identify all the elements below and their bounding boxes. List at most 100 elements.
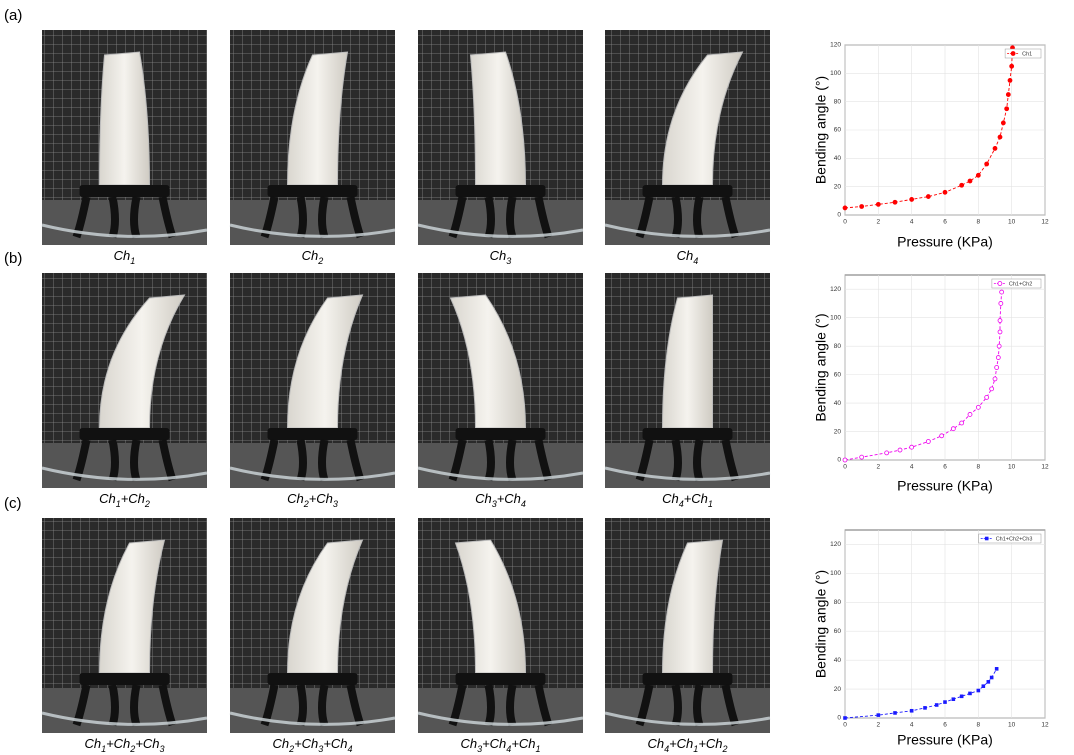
table-surface xyxy=(605,688,770,733)
caption-part: +Ch xyxy=(106,736,130,751)
data-marker xyxy=(1005,107,1009,111)
data-marker xyxy=(998,330,1002,334)
y-tick-label: 40 xyxy=(834,400,842,407)
data-marker xyxy=(995,366,999,370)
legend-marker xyxy=(1011,52,1015,56)
caption-part: 3 xyxy=(333,499,338,509)
data-marker xyxy=(843,206,847,210)
data-marker xyxy=(940,434,944,438)
data-marker xyxy=(843,458,847,462)
base xyxy=(80,185,170,197)
data-marker xyxy=(952,697,956,701)
base xyxy=(80,428,170,440)
y-tick-label: 120 xyxy=(830,541,841,548)
caption-part: +Ch xyxy=(698,736,722,751)
caption-part: Ch xyxy=(302,248,319,263)
data-marker xyxy=(1000,290,1004,294)
caption-part: Ch xyxy=(647,736,664,751)
data-marker xyxy=(943,700,947,704)
data-marker xyxy=(998,135,1002,139)
base xyxy=(456,673,546,685)
table-surface xyxy=(605,443,770,488)
photo xyxy=(230,273,395,488)
y-tick-label: 80 xyxy=(834,599,842,606)
photo-caption: Ch2+Ch3 xyxy=(287,491,338,509)
data-marker xyxy=(985,162,989,166)
y-tick-label: 120 xyxy=(830,286,841,293)
data-marker xyxy=(993,377,997,381)
base xyxy=(643,428,733,440)
caption-part: 4 xyxy=(693,256,698,266)
y-tick-label: 60 xyxy=(834,628,842,635)
data-marker xyxy=(951,427,955,431)
panel-label: (b) xyxy=(4,250,22,267)
base xyxy=(268,428,358,440)
x-tick-label: 6 xyxy=(943,464,947,471)
x-tick-label: 10 xyxy=(1008,722,1016,729)
data-marker xyxy=(993,146,997,150)
x-tick-label: 2 xyxy=(877,219,881,226)
caption-part: 3 xyxy=(506,256,511,266)
data-marker xyxy=(910,197,914,201)
y-tick-label: 40 xyxy=(834,657,842,664)
data-marker xyxy=(996,356,1000,360)
data-marker xyxy=(860,205,864,209)
y-tick-label: 60 xyxy=(834,127,842,134)
caption-part: 1 xyxy=(130,256,135,266)
x-tick-label: 0 xyxy=(843,464,847,471)
x-tick-label: 0 xyxy=(843,219,847,226)
data-marker xyxy=(843,716,847,720)
table-surface xyxy=(42,200,207,245)
data-marker xyxy=(968,692,972,696)
photo-caption: Ch2 xyxy=(302,248,324,266)
data-marker xyxy=(910,445,914,449)
legend-label: Ch1+Ch2+Ch3 xyxy=(996,536,1033,542)
caption-part: +Ch xyxy=(511,736,535,751)
x-tick-label: 12 xyxy=(1041,464,1049,471)
caption-part: +Ch xyxy=(323,736,347,751)
caption-part: Ch xyxy=(84,736,101,751)
data-marker xyxy=(990,387,994,391)
legend-marker xyxy=(998,282,1002,286)
data-marker xyxy=(976,405,980,409)
data-marker xyxy=(926,195,930,199)
x-tick-label: 8 xyxy=(977,464,981,471)
data-marker xyxy=(926,440,930,444)
caption-part: 2 xyxy=(722,744,728,754)
caption-part: Ch xyxy=(99,491,116,506)
y-axis-label: Bending angle (°) xyxy=(813,313,829,421)
caption-part: 2 xyxy=(317,256,323,266)
table-surface xyxy=(230,443,395,488)
photo-caption: Ch4+Ch1 xyxy=(662,491,713,509)
table-surface xyxy=(418,443,583,488)
x-tick-label: 12 xyxy=(1041,722,1049,729)
data-marker xyxy=(898,448,902,452)
x-tick-label: 4 xyxy=(910,722,914,729)
table-surface xyxy=(230,200,395,245)
panel-label: (a) xyxy=(4,7,22,24)
data-marker xyxy=(935,703,939,707)
x-tick-label: 12 xyxy=(1041,219,1049,226)
caption-part: 2 xyxy=(144,499,150,509)
table-surface xyxy=(42,688,207,733)
x-tick-label: 4 xyxy=(910,219,914,226)
data-marker xyxy=(876,202,880,206)
photo xyxy=(418,518,583,733)
caption-part: Ch xyxy=(114,248,131,263)
caption-part: Ch xyxy=(662,491,679,506)
data-marker xyxy=(977,689,981,693)
base xyxy=(80,673,170,685)
photo xyxy=(605,518,770,733)
data-marker xyxy=(943,190,947,194)
x-tick-label: 10 xyxy=(1008,219,1016,226)
legend-label: Ch1+Ch2 xyxy=(1009,281,1032,287)
y-tick-label: 80 xyxy=(834,343,842,350)
data-marker xyxy=(976,173,980,177)
photo-caption: Ch3+Ch4 xyxy=(475,491,526,509)
y-tick-label: 20 xyxy=(834,428,842,435)
data-marker xyxy=(923,706,927,710)
data-marker xyxy=(893,200,897,204)
y-tick-label: 120 xyxy=(830,42,841,49)
caption-part: 4 xyxy=(348,744,353,754)
caption-part: +Ch xyxy=(669,736,693,751)
